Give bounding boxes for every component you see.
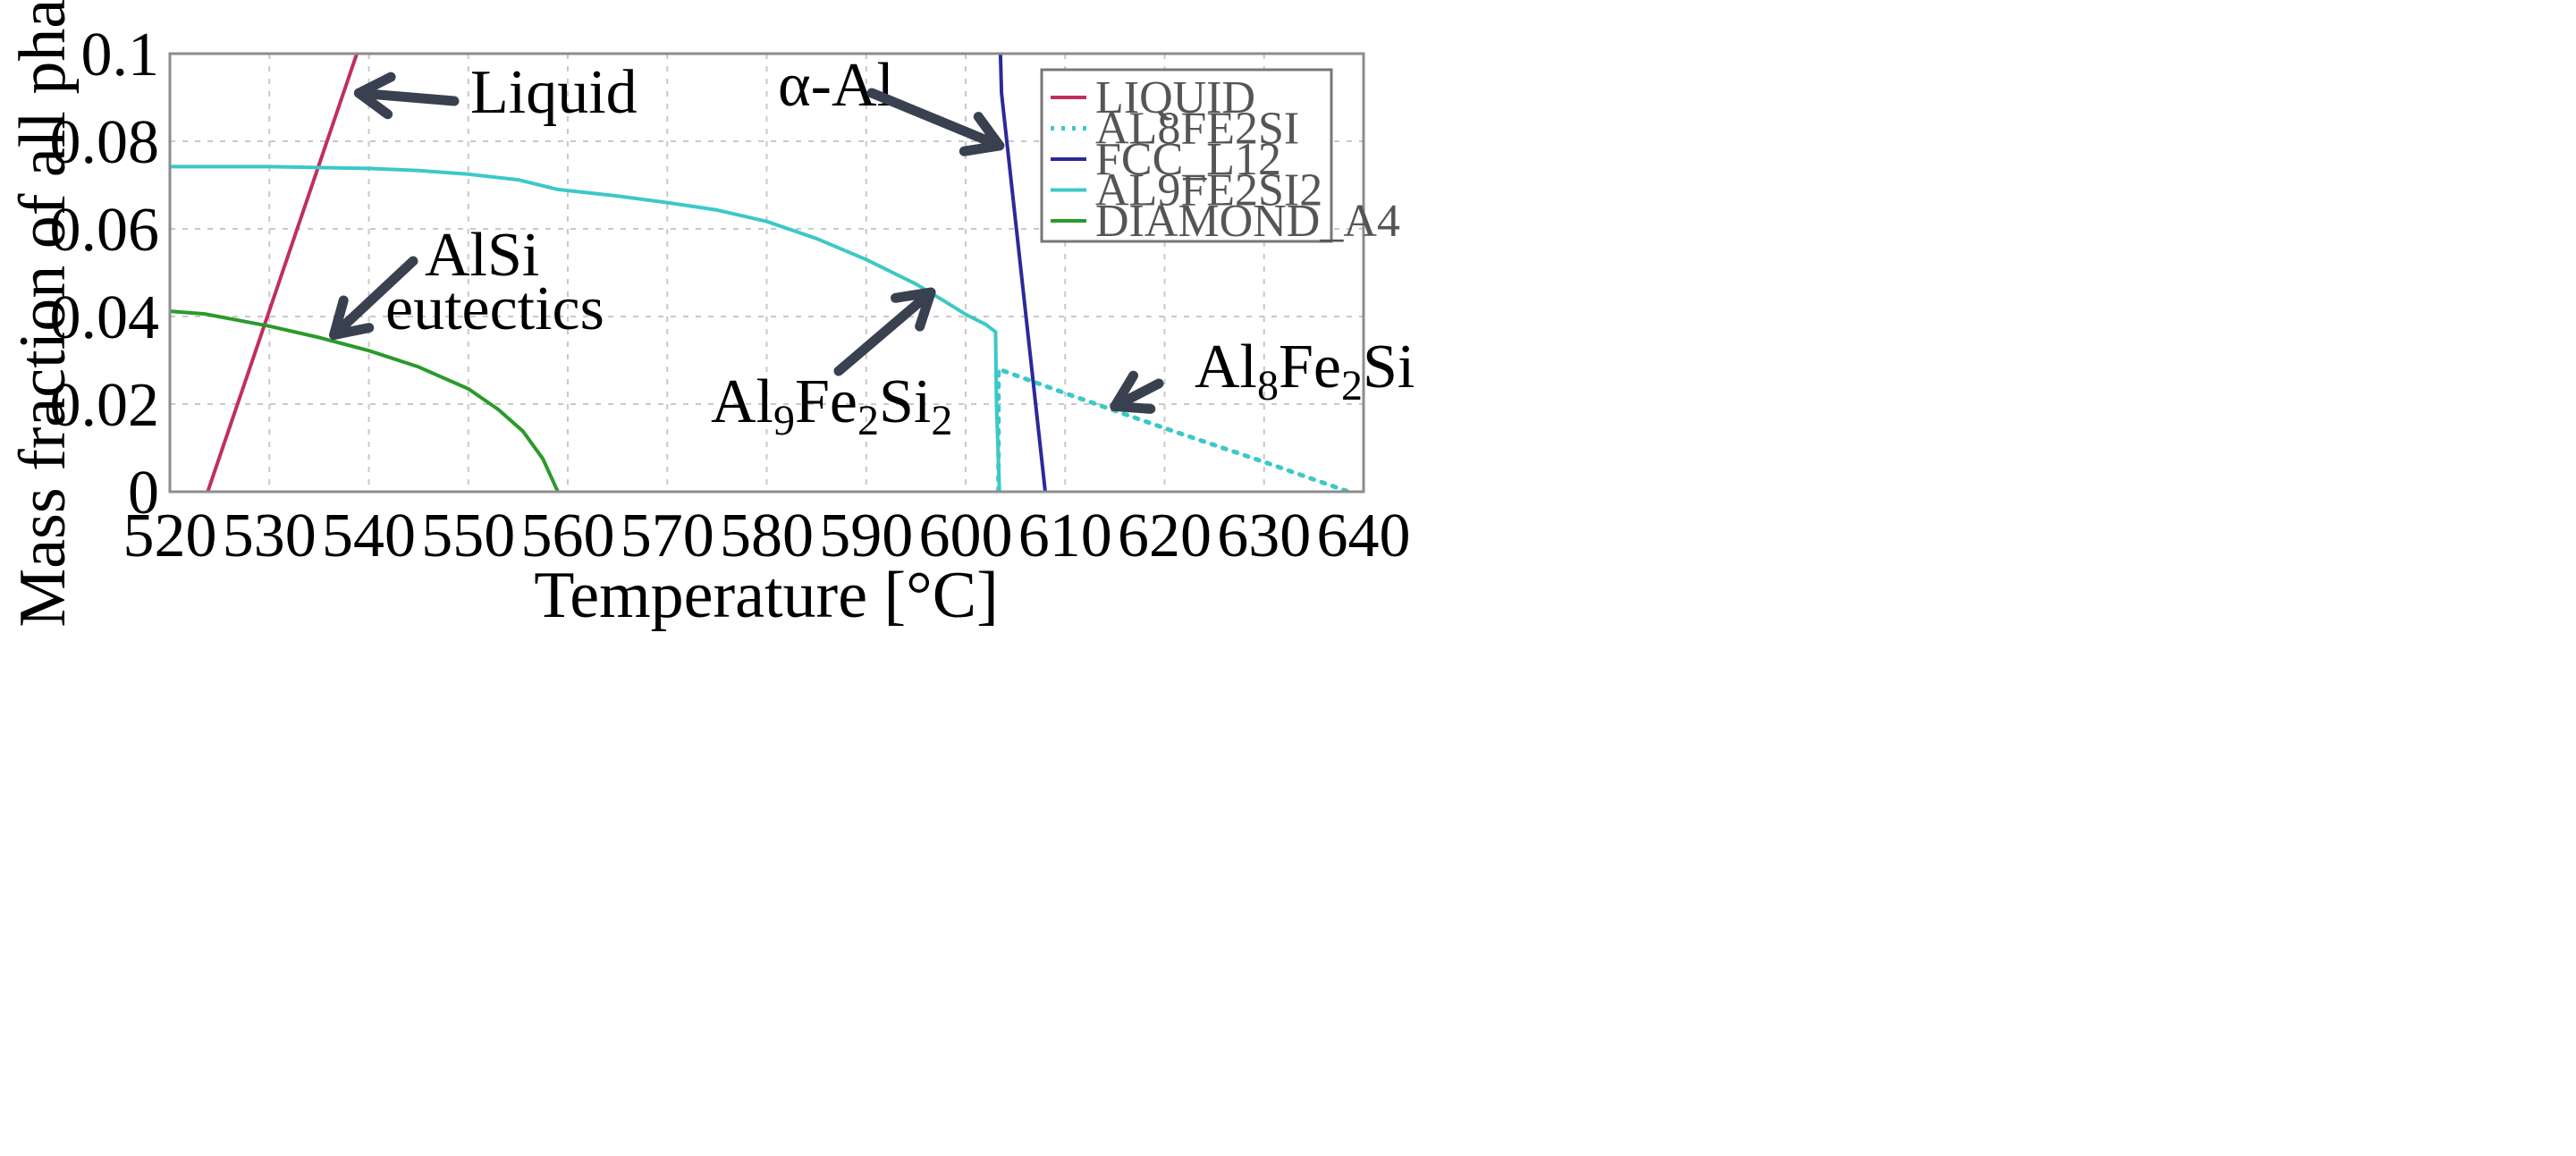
y-tick-label: 0.06 <box>50 196 160 265</box>
x-tick-label: 600 <box>919 502 1013 570</box>
x-tick-label: 530 <box>223 502 317 570</box>
annotation-arrow-shaft <box>833 287 936 376</box>
x-tick-label: 540 <box>322 502 416 570</box>
x-tick-label: 640 <box>1317 502 1411 570</box>
series-line-diamond-a4 <box>170 309 560 492</box>
legend-box <box>1040 68 1333 243</box>
annotation-arrow-head <box>959 112 1005 156</box>
annotation-arrows <box>329 72 1164 414</box>
annotation-alsi-line1: AlSi <box>425 221 539 290</box>
y-tick-labels: 0 0.02 0.04 0.06 0.08 0.1 <box>50 21 160 527</box>
x-tick-label: 560 <box>521 502 615 570</box>
series-line-fcc-l12 <box>998 54 1047 492</box>
series-line-al9fe2si2 <box>170 165 1001 492</box>
x-tick-label: 520 <box>123 502 217 570</box>
annotation-arrow-shaft <box>866 88 1005 151</box>
x-tick-label: 610 <box>1018 502 1112 570</box>
plot-frame <box>168 52 1365 494</box>
x-tick-label: 630 <box>1217 502 1311 570</box>
legend-label: AL8FE2SI <box>1095 104 1299 155</box>
y-axis-title: Mass fraction of all phases <box>6 0 80 628</box>
x-tick-label: 550 <box>421 502 515 570</box>
y-tick-label: 0.1 <box>81 21 160 89</box>
x-tick-label: 570 <box>621 502 714 570</box>
series-line-liquid <box>206 54 359 492</box>
annotation-arrow-head <box>329 295 375 341</box>
annotation-al8fe2si: Al8Fe2Si <box>1195 333 1415 409</box>
y-tick-label: 0.02 <box>50 371 160 440</box>
grid <box>170 54 1364 492</box>
legend-label: FCC_L12 <box>1095 134 1281 185</box>
annotation-arrow-head <box>353 72 396 120</box>
annotation-alpha-al: α-Al <box>778 51 894 120</box>
y-tick-label: 0 <box>128 459 159 527</box>
x-tick-labels: 520 530 540 550 560 570 580 590 600 610 620 630 640 <box>123 502 1411 570</box>
annotation-arrow-head <box>1110 370 1156 414</box>
annotation-arrow-shaft <box>353 88 460 106</box>
x-tick-label: 590 <box>819 502 913 570</box>
legend-label: AL9FE2SI2 <box>1095 165 1322 216</box>
y-tick-label: 0.08 <box>50 108 160 177</box>
x-tick-label: 620 <box>1118 502 1212 570</box>
annotation-arrow-shaft <box>329 256 418 341</box>
annotation-arrow-head <box>891 287 936 332</box>
x-tick-label: 580 <box>720 502 814 570</box>
legend-label: DIAMOND_A4 <box>1095 196 1400 247</box>
y-tick-label: 0.04 <box>50 283 160 352</box>
legend-label: LIQUID <box>1095 72 1255 123</box>
x-axis-title: Temperature [°C] <box>534 559 999 632</box>
annotation-alsi-line2: eutectics <box>385 274 604 343</box>
annotation-liquid: Liquid <box>470 58 638 127</box>
annotation-al9fe2si2: Al9Fe2Si2 <box>711 367 952 444</box>
